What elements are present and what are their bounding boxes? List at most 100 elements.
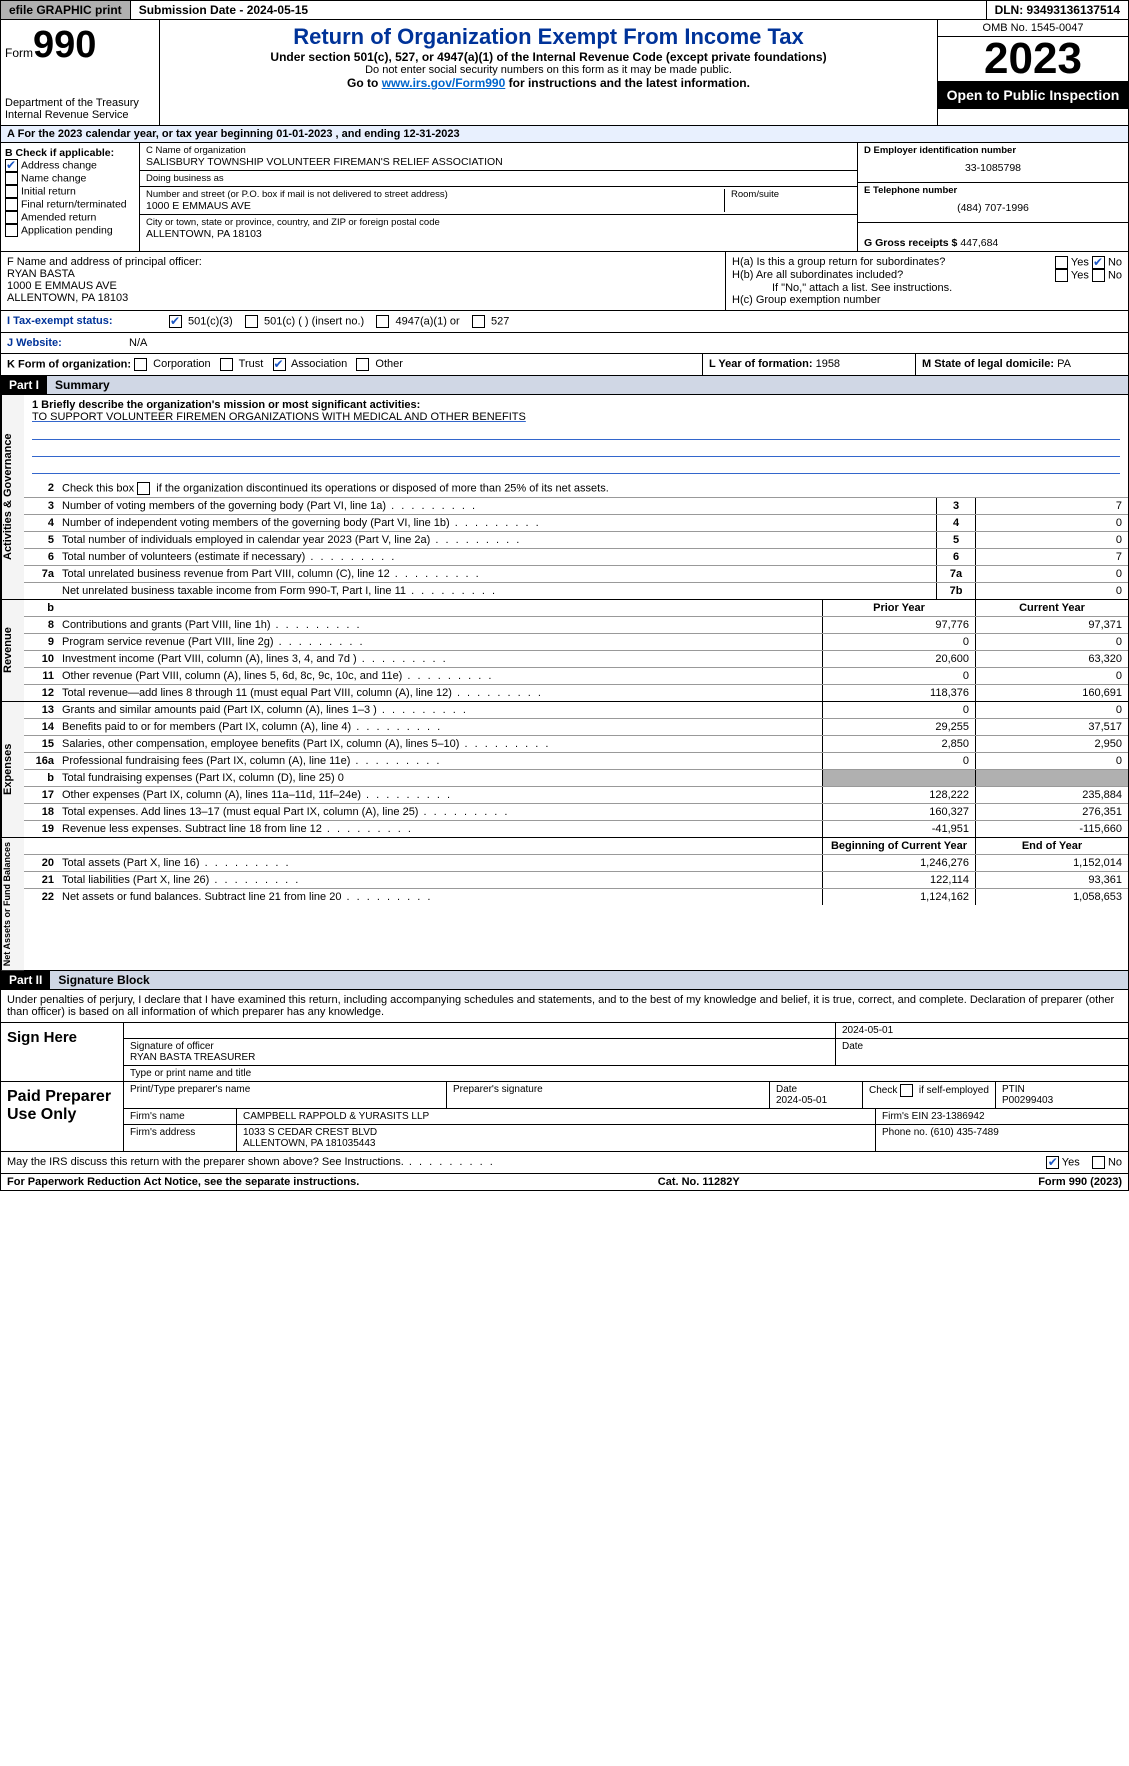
gross-receipts-label: G Gross receipts $ [864,237,957,249]
firm-addr2: ALLENTOWN, PA 181035443 [243,1138,869,1149]
expense-line: 15 Salaries, other compensation, employe… [24,736,1128,753]
ptin-label: PTIN [1002,1084,1122,1095]
phone-cell: E Telephone number (484) 707-1996 [858,183,1128,223]
form-subtitle-1: Under section 501(c), 527, or 4947(a)(1)… [164,50,933,64]
expense-line: b Total fundraising expenses (Part IX, c… [24,770,1128,787]
tax-exempt-label: I Tax-exempt status: [1,311,163,332]
self-employed-checkbox[interactable] [900,1084,913,1097]
paid-preparer-label: Paid Preparer Use Only [1,1082,124,1151]
officer-addr2: ALLENTOWN, PA 18103 [7,292,719,304]
revenue-line: 9 Program service revenue (Part VIII, li… [24,634,1128,651]
netassets-line: 22 Net assets or fund balances. Subtract… [24,889,1128,905]
officer-name: RYAN BASTA [7,268,719,280]
org-name-label: C Name of organization [146,145,851,156]
form-org-checkbox[interactable] [356,358,369,371]
tax-year: 2023 [938,37,1128,81]
part-1-title: Summary [47,376,118,394]
tax-year-text: For the 2023 calendar year, or tax year … [18,128,460,140]
gov-line: 4 Number of independent voting members o… [24,515,1128,532]
h-b-yes-checkbox[interactable] [1055,269,1068,282]
gov-line: 6 Total number of volunteers (estimate i… [24,549,1128,566]
begin-year-header: Beginning of Current Year [822,838,975,854]
sig-officer-label: Signature of officer [130,1041,829,1052]
mission-uline [32,459,1120,474]
firm-addr1: 1033 S CEDAR CREST BLVD [243,1127,869,1138]
year-formation: L Year of formation: 1958 [702,354,915,375]
mission-label: 1 Briefly describe the organization's mi… [32,399,420,411]
sec-b-checkbox[interactable] [5,159,18,172]
form-org-checkbox[interactable] [220,358,233,371]
h-note: If "No," attach a list. See instructions… [732,282,1122,294]
h-b-label: H(b) Are all subordinates included? [732,269,903,282]
city-label: City or town, state or province, country… [146,217,851,228]
firm-name: CAMPBELL RAPPOLD & YURASITS LLP [237,1109,876,1124]
preparer-sig-label: Preparer's signature [447,1082,770,1108]
mission-text: TO SUPPORT VOLUNTEER FIREMEN ORGANIZATIO… [32,411,1120,423]
irs-link[interactable]: www.irs.gov/Form990 [382,76,506,90]
page-footer: For Paperwork Reduction Act Notice, see … [0,1174,1129,1191]
section-j: J Website: N/A [0,333,1129,354]
sec-b-checkbox[interactable] [5,172,18,185]
top-bar: efile GRAPHIC print Submission Date - 20… [0,0,1129,20]
tax-exempt-checkbox[interactable] [169,315,182,328]
part-2-num: Part II [1,971,50,989]
netassets-header-row: Beginning of Current Year End of Year [24,838,1128,855]
sec-b-checkbox[interactable] [5,198,18,211]
section-h: H(a) Is this a group return for subordin… [726,252,1128,310]
sec-b-checkbox[interactable] [5,185,18,198]
revenue-line: 12 Total revenue—add lines 8 through 11 … [24,685,1128,701]
preparer-date: 2024-05-01 [776,1095,856,1106]
netassets-vlabel: Net Assets or Fund Balances [1,838,24,970]
address-cell: Number and street (or P.O. box if mail i… [140,187,857,215]
dept-treasury: Department of the Treasury Internal Reve… [5,97,155,121]
sig-date-label: Date [836,1039,1128,1065]
expense-line: 17 Other expenses (Part IX, column (A), … [24,787,1128,804]
org-name-cell: C Name of organization SALISBURY TOWNSHI… [140,143,857,171]
form-org-checkbox[interactable] [134,358,147,371]
expenses-section: Expenses 13 Grants and similar amounts p… [0,702,1129,838]
entity-block: B Check if applicable: Address changeNam… [0,143,1129,252]
section-b: B Check if applicable: Address changeNam… [1,143,140,251]
discuss-no-checkbox[interactable] [1092,1156,1105,1169]
sec-b-label: Name change [21,172,86,184]
paperwork-notice: For Paperwork Reduction Act Notice, see … [7,1176,359,1188]
sign-here-label: Sign Here [1,1023,124,1081]
sec-b-checkbox[interactable] [5,211,18,224]
tax-exempt-checkbox[interactable] [472,315,485,328]
goto-prefix: Go to [347,76,382,90]
discuss-yes-checkbox[interactable] [1046,1156,1059,1169]
gov-line: 5 Total number of individuals employed i… [24,532,1128,549]
part-1-header: Part I Summary [0,376,1129,395]
form-org: K Form of organization: Corporation Trus… [1,354,702,375]
expense-line: 16a Professional fundraising fees (Part … [24,753,1128,770]
h-a-yes-checkbox[interactable] [1055,256,1068,269]
phone-label: E Telephone number [864,185,1122,196]
dln: DLN: 93493136137514 [987,1,1128,19]
open-to-public: Open to Public Inspection [938,81,1128,109]
section-f-h: F Name and address of principal officer:… [0,252,1129,311]
part-1-num: Part I [1,376,47,394]
gross-receipts-value: 447,684 [960,237,998,249]
form-title: Return of Organization Exempt From Incom… [164,24,933,50]
sec-b-item: Address change [5,159,135,172]
governance-vlabel: Activities & Governance [1,395,24,599]
tax-exempt-checkbox[interactable] [376,315,389,328]
expense-line: 18 Total expenses. Add lines 13–17 (must… [24,804,1128,821]
discuss-row: May the IRS discuss this return with the… [0,1152,1129,1174]
line-2-checkbox[interactable] [137,482,150,495]
form-header: Form990 Department of the Treasury Inter… [0,20,1129,126]
revenue-line: 8 Contributions and grants (Part VIII, l… [24,617,1128,634]
form-label: Form [5,46,33,60]
sec-b-checkbox[interactable] [5,224,18,237]
form-subtitle-3: Go to www.irs.gov/Form990 for instructio… [164,76,933,90]
city-value: ALLENTOWN, PA 18103 [146,228,851,240]
tax-exempt-options: 501(c)(3) 501(c) ( ) (insert no.) 4947(a… [163,311,1128,332]
principal-officer: F Name and address of principal officer:… [1,252,726,310]
form-number-block: Form990 Department of the Treasury Inter… [1,20,160,125]
form-org-checkbox[interactable] [273,358,286,371]
tax-exempt-checkbox[interactable] [245,315,258,328]
efile-graphic-print-button[interactable]: efile GRAPHIC print [1,1,131,19]
section-d-e-g: D Employer identification number 33-1085… [857,143,1128,251]
h-a-no-checkbox[interactable] [1092,256,1105,269]
h-b-no-checkbox[interactable] [1092,269,1105,282]
